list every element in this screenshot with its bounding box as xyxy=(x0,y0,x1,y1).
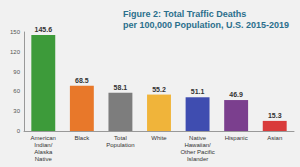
svg-text:Population: Population xyxy=(106,142,134,148)
svg-text:American: American xyxy=(31,135,56,141)
svg-text:Black: Black xyxy=(75,135,91,141)
svg-text:Islander: Islander xyxy=(187,156,208,162)
svg-text:Alaska: Alaska xyxy=(34,149,53,155)
svg-text:Indian/: Indian/ xyxy=(34,142,52,148)
svg-text:0: 0 xyxy=(17,128,21,134)
svg-text:51.1: 51.1 xyxy=(191,88,205,95)
svg-text:Native: Native xyxy=(189,135,207,141)
svg-text:Other Pacific: Other Pacific xyxy=(180,149,214,155)
svg-text:Asian: Asian xyxy=(267,135,282,141)
svg-text:55.2: 55.2 xyxy=(152,86,166,93)
svg-text:Figure 2: Total Traffic Deaths: Figure 2: Total Traffic Deaths xyxy=(123,9,246,19)
svg-text:58.1: 58.1 xyxy=(114,84,128,91)
svg-text:68.5: 68.5 xyxy=(75,77,89,84)
svg-text:120: 120 xyxy=(10,49,21,55)
svg-text:145.6: 145.6 xyxy=(35,26,53,33)
svg-text:Total: Total xyxy=(114,135,127,141)
svg-text:150: 150 xyxy=(10,29,21,35)
svg-text:46.9: 46.9 xyxy=(229,91,243,98)
svg-text:90: 90 xyxy=(13,69,20,75)
svg-text:Hawaiian/: Hawaiian/ xyxy=(184,142,211,148)
svg-text:Native: Native xyxy=(35,156,53,162)
svg-text:Hispanic: Hispanic xyxy=(225,135,248,141)
svg-text:White: White xyxy=(151,135,167,141)
svg-text:60: 60 xyxy=(13,88,20,94)
svg-text:15.3: 15.3 xyxy=(268,112,282,119)
svg-text:per 100,000 Population, U.S. 2: per 100,000 Population, U.S. 2015-2019 xyxy=(123,20,289,30)
svg-text:30: 30 xyxy=(13,108,20,114)
